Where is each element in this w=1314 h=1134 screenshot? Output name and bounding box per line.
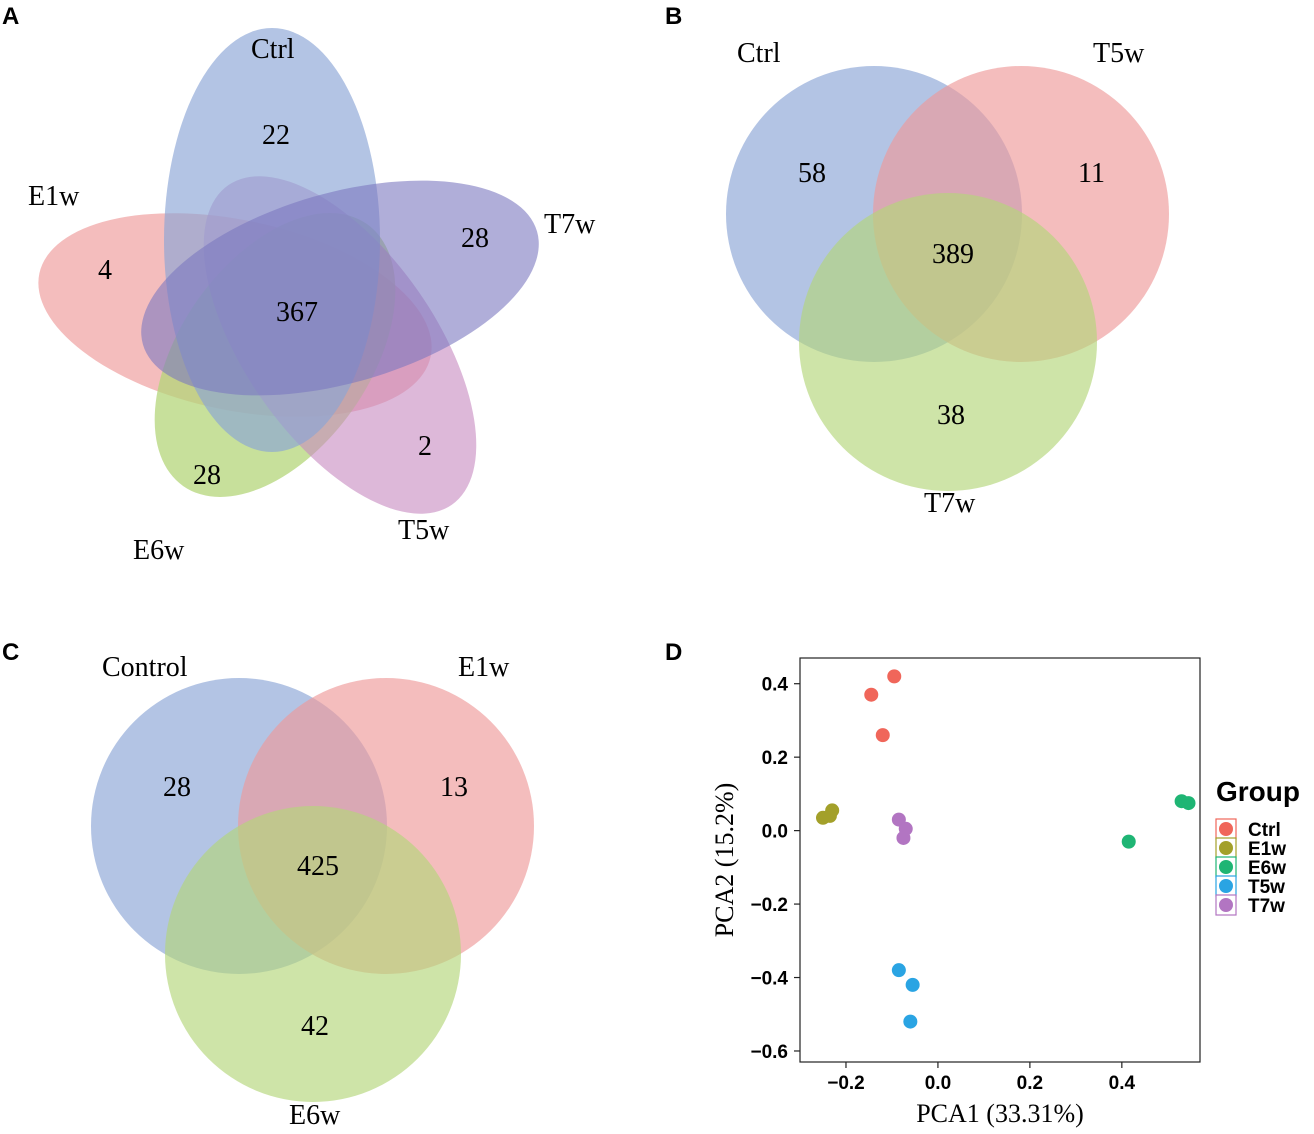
point-e6w bbox=[1181, 796, 1196, 811]
venn-a-count-t5w: 2 bbox=[418, 431, 432, 462]
x-tick-label: 0.4 bbox=[1109, 1073, 1136, 1094]
venn-b-count-ctrl: 58 bbox=[798, 158, 826, 189]
venn-a-count-e6w: 28 bbox=[193, 460, 221, 491]
panel-d: D −0.2 0.0 0.2 0.4 −0.6 −0.4 −0.2 0.0 0.2 0.4 PC… bbox=[665, 639, 1300, 1128]
venn-a-label-e1w: E1w bbox=[28, 181, 80, 212]
venn-c-label-e1w: E1w bbox=[458, 652, 510, 683]
venn-b-count-t7w: 38 bbox=[937, 400, 965, 431]
panel-letter-c: C bbox=[2, 639, 19, 666]
venn-a-label-t5w: T5w bbox=[398, 515, 450, 546]
panel-c: C Control E1w E6w 28 13 42 425 bbox=[2, 639, 534, 1131]
venn-a-count-e1w: 4 bbox=[98, 255, 112, 286]
venn-c-count-shared: 425 bbox=[297, 851, 339, 882]
venn-b-circle-t7w bbox=[799, 193, 1097, 491]
legend-label-e6w: E6w bbox=[1248, 858, 1286, 879]
legend-label-t7w: T7w bbox=[1248, 896, 1285, 917]
point-ctrl bbox=[887, 669, 902, 684]
point-t7w bbox=[896, 830, 911, 845]
venn-a-label-ctrl: Ctrl bbox=[251, 34, 295, 65]
panel-a: A Ctrl E1w E6w T5w T7w 22 4 28 2 28 367 bbox=[2, 3, 596, 566]
point-t5w bbox=[891, 963, 906, 978]
venn-c-count-e1w: 13 bbox=[440, 772, 468, 803]
y-tick-label: −0.6 bbox=[750, 1042, 788, 1063]
venn-a-count-shared: 367 bbox=[276, 297, 318, 328]
pca-points bbox=[815, 669, 1196, 1029]
legend-marker-e1w bbox=[1219, 841, 1233, 855]
pca-x-axis-label: PCA1 (33.31%) bbox=[916, 1099, 1084, 1128]
venn-b-label-ctrl: Ctrl bbox=[737, 38, 781, 69]
venn-a-label-e6w: E6w bbox=[133, 535, 185, 566]
venn-a-label-t7w: T7w bbox=[544, 209, 596, 240]
venn-c-label-e6w: E6w bbox=[289, 1100, 341, 1131]
y-tick-label: 0.4 bbox=[762, 675, 789, 696]
point-t5w bbox=[905, 977, 920, 992]
venn-b-count-shared: 389 bbox=[932, 239, 974, 270]
panel-letter-a: A bbox=[2, 3, 19, 30]
legend-label-ctrl: Ctrl bbox=[1248, 820, 1281, 841]
venn-a-ellipse-t7w bbox=[141, 180, 539, 396]
panel-letter-d: D bbox=[665, 639, 682, 666]
legend-label-e1w: E1w bbox=[1248, 839, 1286, 860]
point-e1w bbox=[825, 803, 840, 818]
point-t5w bbox=[903, 1014, 918, 1029]
y-tick-label: 0.2 bbox=[762, 748, 788, 769]
venn-b-label-t5w: T5w bbox=[1093, 38, 1145, 69]
x-tick-label: 0.2 bbox=[1017, 1073, 1043, 1094]
y-tick-label: −0.2 bbox=[750, 895, 788, 916]
x-tick-label: 0.0 bbox=[925, 1073, 951, 1094]
panel-letter-b: B bbox=[665, 3, 682, 30]
venn-a-count-t7w: 28 bbox=[461, 223, 489, 254]
panel-b: B Ctrl T5w T7w 58 11 38 389 bbox=[665, 3, 1169, 519]
legend-marker-e6w bbox=[1219, 860, 1233, 874]
venn-c-count-control: 28 bbox=[163, 772, 191, 803]
pca-y-ticks: −0.6 −0.4 −0.2 0.0 0.2 0.4 bbox=[750, 675, 800, 1063]
venn-c-circle-e6w bbox=[165, 806, 461, 1102]
venn-c-label-control: Control bbox=[102, 652, 188, 683]
venn-c-count-e6w: 42 bbox=[301, 1011, 329, 1042]
pca-y-axis-label: PCA2 (15.2%) bbox=[710, 783, 739, 938]
venn-b-count-t5w: 11 bbox=[1078, 158, 1105, 189]
venn-a-count-ctrl: 22 bbox=[262, 120, 290, 151]
legend-marker-t5w bbox=[1219, 879, 1233, 893]
legend-marker-t7w bbox=[1219, 898, 1233, 912]
legend-marker-ctrl bbox=[1219, 822, 1233, 836]
y-tick-label: 0.0 bbox=[762, 822, 788, 843]
point-ctrl bbox=[875, 728, 890, 743]
pca-x-ticks: −0.2 0.0 0.2 0.4 bbox=[827, 1062, 1135, 1094]
x-tick-label: −0.2 bbox=[827, 1073, 865, 1094]
point-e6w bbox=[1121, 834, 1136, 849]
venn-a-sets bbox=[38, 28, 539, 514]
y-tick-label: −0.4 bbox=[750, 969, 788, 990]
pca-legend-title: Group bbox=[1216, 776, 1300, 807]
pca-plot-frame bbox=[799, 657, 1201, 1063]
legend-label-t5w: T5w bbox=[1248, 877, 1285, 898]
point-ctrl bbox=[864, 687, 879, 702]
venn-b-label-t7w: T7w bbox=[924, 488, 976, 519]
